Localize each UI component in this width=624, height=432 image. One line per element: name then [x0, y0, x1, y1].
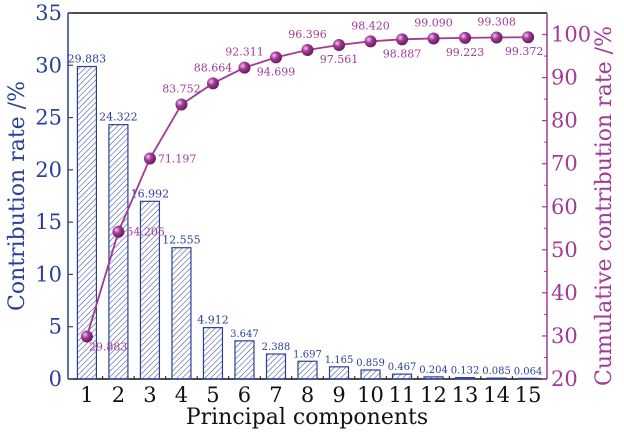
cumulative-value-label: 98.887	[383, 47, 422, 60]
bar-value-label: 12.555	[162, 234, 201, 247]
x-tick-label: 2	[112, 383, 125, 407]
bar	[423, 376, 444, 380]
cumulative-point	[175, 98, 188, 111]
cumulative-point	[80, 330, 93, 343]
y-left-tick-label: 20	[35, 158, 62, 182]
bar-value-label: 0.132	[451, 366, 480, 377]
cumulative-point	[490, 31, 503, 44]
x-tick-label: 11	[389, 383, 416, 407]
x-tick-label: 3	[143, 383, 156, 407]
bar-value-label: 0.085	[482, 366, 511, 377]
bar-value-label: 0.204	[419, 365, 448, 376]
y-right-tick-label: 20	[551, 367, 578, 391]
x-tick-label: 15	[515, 383, 542, 407]
x-tick-label: 5	[206, 383, 219, 407]
bar-value-label: 0.467	[388, 362, 417, 373]
cumulative-point	[459, 31, 472, 44]
bar	[454, 377, 476, 380]
bar	[328, 366, 350, 380]
bar	[517, 377, 539, 380]
bar-value-label: 1.165	[325, 355, 354, 366]
x-tick-label: 4	[175, 383, 188, 407]
bar	[391, 373, 413, 380]
cumulative-point	[269, 51, 282, 64]
y-right-tick-label: 100	[551, 23, 591, 47]
y-right-tick-label: 40	[551, 281, 578, 305]
y-left-tick-label: 5	[49, 315, 62, 339]
bar-value-label: 0.064	[514, 366, 543, 377]
cumulative-value-label: 94.699	[257, 65, 296, 78]
y-left-tick-label: 10	[35, 262, 62, 286]
bar	[108, 124, 129, 380]
cumulative-point	[238, 61, 251, 74]
bar-value-label: 29.883	[68, 53, 107, 66]
y-right-tick-label: 60	[551, 195, 578, 219]
x-tick-label: 9	[332, 383, 345, 407]
bar-value-label: 3.647	[230, 329, 259, 340]
cumulative-value-label: 29.883	[89, 340, 128, 353]
bar	[202, 327, 224, 380]
cumulative-point	[522, 31, 535, 44]
cumulative-point	[427, 32, 440, 45]
y-left-tick-label: 15	[35, 210, 62, 234]
cumulative-value-label: 83.752	[162, 82, 201, 95]
y-left-tick-label: 25	[35, 106, 62, 130]
x-tick-label: 10	[357, 383, 384, 407]
cumulative-point	[112, 225, 125, 238]
x-tick-label: 7	[269, 383, 282, 407]
cumulative-point	[143, 152, 156, 165]
bar-value-label: 0.859	[356, 358, 385, 369]
x-axis-label: Principal components	[186, 405, 428, 430]
bar	[171, 247, 192, 380]
x-tick-label: 1	[80, 383, 93, 407]
bar	[360, 369, 381, 380]
bar	[76, 65, 98, 380]
cumulative-point	[206, 77, 219, 90]
bar-value-label: 16.992	[131, 187, 170, 200]
cumulative-point	[396, 33, 409, 46]
bar	[234, 340, 255, 380]
cumulative-value-label: 88.664	[194, 61, 233, 74]
x-tick-label: 12	[420, 383, 447, 407]
x-tick-label: 13	[452, 383, 479, 407]
bar	[139, 200, 161, 380]
x-tick-label: 6	[238, 383, 251, 407]
cumulative-value-label: 71.197	[158, 153, 197, 166]
y-axis-right-label: Cumulative contribution rate /%	[592, 26, 617, 386]
x-tick-label: 14	[483, 383, 510, 407]
y-right-tick-label: 90	[551, 66, 578, 90]
cumulative-value-label: 54.205	[126, 226, 165, 239]
cumulative-value-label: 99.223	[446, 46, 485, 59]
cumulative-value-label: 96.396	[288, 28, 327, 41]
y-left-tick-label: 0	[49, 367, 62, 391]
bar-value-label: 24.322	[99, 111, 138, 124]
bar	[265, 353, 287, 380]
cumulative-value-label: 99.372	[505, 45, 544, 58]
cumulative-value-label: 99.308	[477, 16, 516, 29]
y-right-tick-label: 30	[551, 324, 578, 348]
x-tick-label: 8	[301, 383, 314, 407]
y-left-tick-label: 35	[35, 1, 62, 25]
y-right-tick-label: 80	[551, 109, 578, 133]
y-right-tick-label: 70	[551, 152, 578, 176]
cumulative-value-label: 99.090	[414, 16, 453, 29]
cumulative-point	[364, 35, 377, 48]
bar-value-label: 2.388	[262, 342, 291, 353]
bar-value-label: 4.912	[197, 314, 229, 327]
y-right-tick-label: 50	[551, 238, 578, 262]
cumulative-point	[333, 39, 346, 52]
cumulative-value-label: 98.420	[351, 19, 390, 32]
bar-value-label: 1.697	[293, 349, 322, 360]
bar	[486, 377, 507, 380]
y-left-tick-label: 30	[35, 53, 62, 77]
bar	[297, 360, 318, 380]
cumulative-value-label: 92.311	[225, 46, 264, 59]
cumulative-value-label: 97.561	[320, 53, 359, 66]
cumulative-point	[301, 44, 314, 57]
y-axis-left-label: Contribution rate /%	[5, 81, 30, 311]
